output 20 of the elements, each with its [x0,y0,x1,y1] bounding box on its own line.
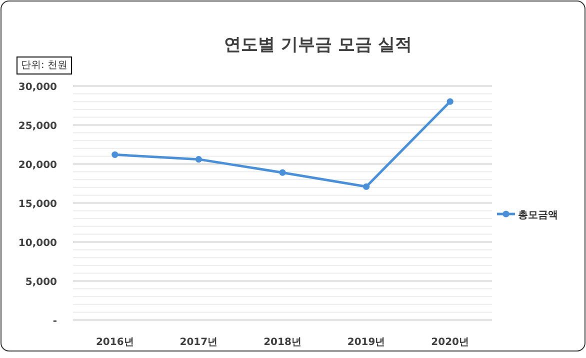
y-tick-label: 25,000 [18,121,58,132]
text: 단위: 천원 [21,60,68,71]
legend-label: 총모금액 [518,210,558,221]
point [446,98,454,105]
x-tick-label: 2018년 [264,337,302,348]
x-tick-label: 2019년 [347,337,386,348]
x-tick-label: 2016년 [96,337,134,348]
y-tick-label: - [52,316,57,327]
y-tick-label: 5,000 [25,277,58,288]
x-tick-label: 2020년 [431,337,470,348]
y-tick-label: 20,000 [18,160,58,171]
x-tick-label: 2017년 [180,337,218,348]
chart-title: 연도별 기부금 모금 실적 [224,35,412,55]
point [363,183,370,190]
point [195,156,202,163]
y-tick-label: 15,000 [18,199,58,210]
point [279,169,286,176]
y-tick-label: 10,000 [18,238,58,249]
y-tick-label: 30,000 [18,82,58,93]
point [112,151,118,158]
